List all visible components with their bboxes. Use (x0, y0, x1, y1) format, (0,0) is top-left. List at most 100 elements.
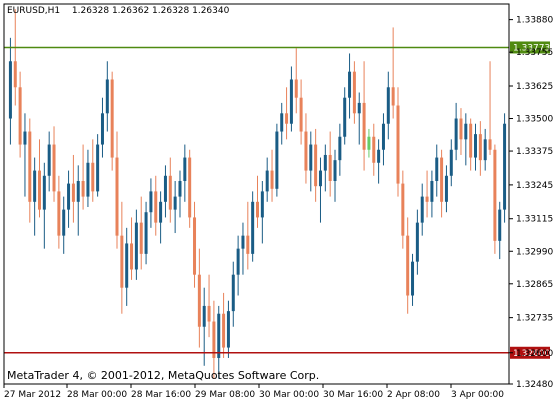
candle-body (377, 149, 381, 163)
candle (120, 201, 124, 314)
candle (193, 201, 197, 288)
candle-body (8, 61, 12, 119)
candle (420, 183, 424, 236)
candle (71, 154, 75, 223)
candle (323, 144, 327, 192)
y-tick-label: 1.32600 (516, 349, 553, 359)
candle (449, 139, 453, 187)
candle-body (246, 235, 250, 254)
candle-body (270, 170, 274, 189)
candle (459, 108, 463, 155)
candle (411, 253, 415, 306)
candle-body (81, 180, 85, 197)
candle-body (309, 144, 313, 171)
candle-body (154, 191, 158, 223)
candle-body (352, 71, 356, 114)
candle (115, 131, 119, 249)
candle-body (469, 123, 473, 158)
candle (241, 222, 245, 275)
candle (488, 61, 492, 155)
candle-body (294, 79, 298, 98)
x-tick-label: 30 Mar 00:00 (259, 390, 319, 400)
candle (226, 300, 230, 358)
candle (86, 149, 90, 208)
candle-body (47, 144, 51, 176)
candle-body (212, 321, 216, 358)
candle-body (343, 97, 347, 137)
candle-body (449, 149, 453, 176)
candle-body (420, 196, 424, 223)
candle-body (362, 102, 366, 150)
candle (236, 235, 240, 296)
candle (125, 227, 129, 306)
level-label: 1.33773 (513, 43, 550, 53)
candle-body (217, 313, 221, 358)
candle-body (188, 157, 192, 218)
candle-body (333, 160, 337, 181)
candle (110, 71, 114, 171)
candle-body (241, 235, 245, 249)
candle (260, 180, 264, 244)
candle (401, 170, 405, 249)
candle (328, 131, 332, 197)
candle-body (275, 131, 279, 189)
candle-body (357, 102, 361, 114)
candle (231, 261, 235, 327)
candle (498, 201, 502, 260)
candle (318, 157, 322, 223)
candle (367, 128, 371, 158)
candle (372, 123, 376, 176)
candle-body (226, 311, 230, 348)
candle-body (159, 201, 163, 223)
candle (57, 175, 61, 249)
candle (149, 178, 153, 228)
candle-body (289, 79, 293, 124)
candle-body (197, 274, 201, 327)
candle (415, 209, 419, 275)
candle (406, 217, 410, 314)
candle-body (37, 170, 41, 210)
candle (503, 113, 507, 223)
candle (386, 71, 390, 140)
x-tick-label: 30 Mar 16:00 (323, 390, 383, 400)
candle-body (483, 139, 487, 161)
candle (275, 123, 279, 197)
candle-body (62, 209, 66, 236)
candle-body (396, 105, 400, 184)
candle (42, 162, 46, 249)
candle-body (96, 144, 100, 192)
candle-body (454, 118, 458, 150)
candle (304, 113, 308, 184)
candle (8, 37, 12, 145)
candle-body (251, 201, 255, 254)
candle (314, 128, 318, 202)
candle (168, 157, 172, 223)
candle-body (105, 79, 109, 114)
ohlc-readout: 1.26328 1.26362 1.26328 1.26340 (71, 6, 230, 16)
candle (352, 61, 356, 124)
x-tick-label: 27 Mar 2012 (4, 390, 61, 400)
candle-body (314, 144, 318, 187)
candle (13, 9, 17, 106)
candle-body (372, 136, 376, 163)
candle (294, 48, 298, 114)
candle (285, 87, 289, 140)
candle (91, 139, 95, 202)
candle-body (149, 191, 153, 213)
candle (299, 79, 303, 145)
candle (47, 131, 51, 192)
candle-body (134, 222, 138, 270)
copyright-text: MetaTrader 4, © 2001-2012, MetaQuotes So… (7, 369, 320, 382)
candle-body (139, 222, 143, 254)
candle (81, 144, 85, 210)
candle-body (202, 305, 206, 327)
candle (76, 165, 80, 236)
candle-body (391, 87, 395, 106)
candle (289, 66, 293, 132)
candle-body (488, 139, 492, 150)
candle (256, 175, 259, 228)
candle (100, 97, 104, 158)
y-tick-label: 1.32990 (516, 247, 553, 257)
candle-body (440, 157, 444, 202)
